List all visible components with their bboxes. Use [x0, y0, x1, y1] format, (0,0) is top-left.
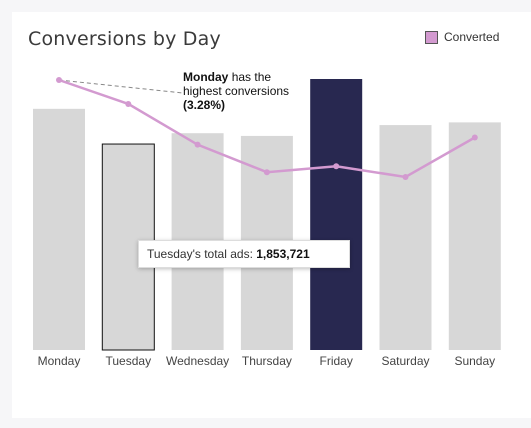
- chart-title: Conversions by Day: [28, 28, 221, 50]
- annotation-day: Monday: [183, 70, 229, 84]
- legend-label: Converted: [444, 30, 500, 44]
- converted-point-monday[interactable]: [56, 77, 62, 83]
- x-tick-label: Saturday: [381, 354, 429, 368]
- bar-monday[interactable]: [33, 108, 85, 350]
- x-tick-label: Monday: [38, 354, 81, 368]
- converted-point-sunday[interactable]: [471, 134, 478, 141]
- x-tick-label: Friday: [320, 354, 353, 368]
- converted-point-thursday[interactable]: [263, 169, 270, 176]
- x-tick-label: Sunday: [454, 354, 495, 368]
- x-tick-label: Wednesday: [166, 354, 229, 368]
- legend-swatch: [425, 30, 438, 44]
- chart-card: Conversions by Day Converted Monday Tuesd…: [12, 12, 531, 418]
- bar-saturday[interactable]: [379, 125, 432, 350]
- x-tick-label: Thursday: [242, 354, 292, 368]
- bar-friday[interactable]: [310, 79, 363, 350]
- annotation: Monday has the highest conversions (3.28…: [183, 70, 313, 112]
- tooltip-value: 1,853,721: [256, 247, 310, 261]
- converted-point-wednesday[interactable]: [194, 141, 201, 148]
- tooltip: Tuesday's total ads: 1,853,721: [138, 240, 350, 268]
- annotation-value: (3.28%): [183, 98, 226, 112]
- legend[interactable]: Converted: [425, 30, 499, 44]
- annotation-text: has the highest conversions: [183, 70, 290, 98]
- bar-sunday[interactable]: [448, 122, 501, 350]
- chart-plot: Monday Tuesday Wednesday Thursday Friday Satu…: [33, 77, 501, 368]
- tooltip-label: Tuesday's total ads:: [147, 247, 253, 261]
- x-tick-label: Tuesday: [106, 354, 152, 368]
- converted-point-saturday[interactable]: [402, 174, 409, 180]
- converted-point-tuesday[interactable]: [125, 100, 132, 107]
- converted-point-friday[interactable]: [333, 163, 340, 170]
